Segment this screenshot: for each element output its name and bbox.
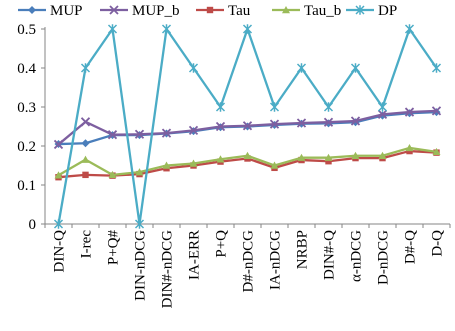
x-tick-label: DIN#-Q	[322, 230, 338, 280]
data-point	[404, 107, 415, 117]
data-point	[135, 168, 144, 176]
data-point	[323, 117, 334, 127]
data-point	[324, 153, 333, 161]
legend: MUP MUP_b Tau Tau_b DP	[18, 3, 397, 19]
plot-area	[53, 24, 442, 229]
x-tick-label: DIN-Q	[52, 230, 68, 273]
data-point	[188, 63, 199, 73]
data-point	[351, 151, 360, 159]
data-point	[296, 63, 307, 73]
x-tick-label: IA-nDCG	[268, 230, 284, 290]
data-point	[216, 155, 225, 163]
data-point	[269, 102, 280, 112]
data-point	[431, 106, 442, 116]
legend-label: Tau_b	[304, 3, 341, 19]
data-point	[282, 6, 290, 14]
legend-label: DP	[378, 3, 397, 19]
data-point	[134, 129, 145, 139]
x-tick-label: α-nDCG	[349, 230, 365, 282]
series-mup-b	[53, 106, 442, 150]
x-tick-label: NRBP	[295, 230, 311, 269]
data-point	[297, 153, 306, 161]
data-point	[80, 117, 91, 127]
data-point	[270, 161, 279, 169]
legend-item: Tau	[196, 3, 251, 19]
data-point	[323, 102, 334, 112]
x-tick-label: D#-nDCG	[241, 230, 257, 293]
data-point	[188, 125, 199, 136]
data-point	[108, 170, 117, 179]
legend-item: DP	[346, 3, 397, 19]
y-tick-label: 0	[29, 217, 37, 233]
legend-label: MUP	[50, 3, 83, 19]
data-point	[82, 171, 89, 179]
legend-label: MUP_b	[132, 3, 180, 19]
data-point	[107, 24, 118, 34]
data-point	[215, 121, 226, 132]
y-tick-label: 0.5	[17, 22, 36, 38]
x-tick-label: I-rec	[79, 230, 95, 259]
x-tick-label: DIN#-nDCG	[160, 230, 176, 308]
x-axis: DIN-Q I-rec P+Q# DIN-nDCG DIN#-nDCG IA-ERR P+Q…	[44, 223, 451, 308]
data-point	[243, 151, 252, 159]
data-point	[189, 159, 198, 167]
data-point	[109, 5, 119, 15]
y-tick-label: 0.3	[17, 100, 36, 116]
data-point	[53, 219, 64, 229]
data-point	[206, 6, 214, 14]
data-point	[325, 158, 332, 165]
series-dp	[53, 24, 442, 229]
x-tick-label: D#-Q	[403, 230, 419, 264]
data-point	[162, 161, 171, 169]
legend-label: Tau	[228, 3, 251, 19]
data-point	[431, 63, 442, 73]
data-point	[377, 109, 388, 120]
x-tick-label: D-nDCG	[376, 230, 392, 285]
y-tick-label: 0.4	[17, 61, 36, 77]
data-point	[242, 121, 253, 131]
data-point	[355, 5, 365, 15]
data-point	[81, 139, 90, 148]
data-point	[80, 63, 91, 73]
data-point	[350, 63, 361, 73]
data-point	[215, 102, 226, 112]
data-point	[81, 155, 90, 163]
data-point	[405, 143, 414, 152]
y-tick-label: 0.1	[17, 178, 36, 194]
x-tick-label: DIN-nDCG	[133, 230, 149, 301]
y-tick-label: 0.2	[17, 139, 36, 155]
x-tick-label: P+Q#	[106, 230, 122, 266]
legend-item: Tau_b	[272, 3, 341, 19]
legend-item: MUP	[18, 3, 83, 19]
data-point	[377, 102, 388, 112]
legend-item: MUP_b	[100, 3, 180, 19]
data-point	[54, 171, 63, 179]
data-point	[242, 24, 253, 34]
data-point	[107, 130, 118, 140]
data-point	[53, 139, 64, 150]
x-tick-label: IA-ERR	[187, 230, 203, 280]
x-tick-label: P+Q	[214, 230, 230, 258]
y-axis: 0 0.1 0.2 0.3 0.4 0.5	[17, 22, 46, 233]
data-point	[28, 6, 36, 14]
data-point	[404, 24, 415, 34]
x-tick-label: D-Q	[430, 230, 446, 257]
data-point	[350, 116, 361, 126]
data-point	[161, 128, 172, 138]
data-point	[161, 24, 172, 34]
data-point	[432, 147, 441, 156]
data-point	[296, 118, 307, 128]
data-point	[269, 119, 280, 129]
data-point	[378, 151, 387, 159]
data-point	[134, 219, 145, 229]
series-tau-b	[54, 143, 441, 179]
